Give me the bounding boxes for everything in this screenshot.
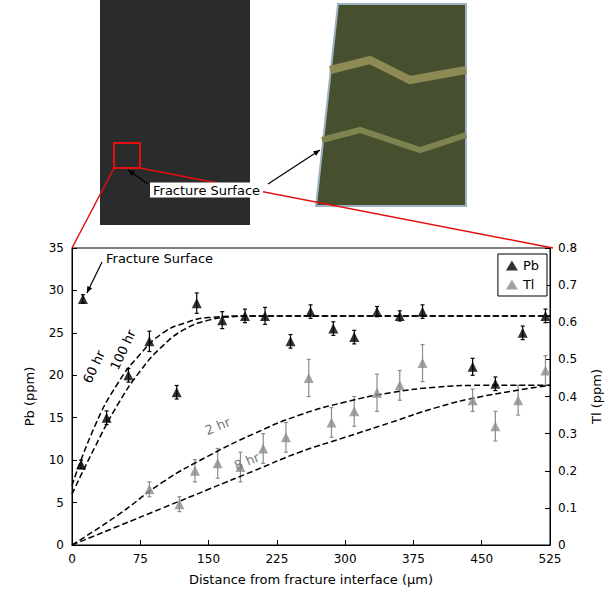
svg-text:0: 0 [558,538,566,552]
svg-text:0.3: 0.3 [558,427,577,441]
svg-text:150: 150 [197,552,220,566]
svg-text:0: 0 [68,552,76,566]
svg-text:15: 15 [49,411,64,425]
svg-text:2 hr: 2 hr [203,414,233,438]
svg-text:8 hr: 8 hr [232,449,262,473]
svg-text:0.8: 0.8 [558,241,577,255]
svg-text:60 hr: 60 hr [80,348,108,386]
svg-text:0.5: 0.5 [558,352,577,366]
svg-text:Pb: Pb [523,258,539,273]
svg-text:0.2: 0.2 [558,464,577,478]
svg-text:0.4: 0.4 [558,390,577,404]
svg-text:0: 0 [56,538,64,552]
svg-text:Tl (ppm): Tl (ppm) [589,369,604,425]
svg-text:20: 20 [49,368,64,382]
svg-text:375: 375 [402,552,425,566]
svg-text:5: 5 [56,496,64,510]
svg-text:100 hr: 100 hr [107,327,139,372]
svg-text:Pb (ppm): Pb (ppm) [22,367,37,427]
svg-text:75: 75 [133,552,148,566]
svg-text:225: 225 [265,552,288,566]
svg-text:525: 525 [539,552,562,566]
svg-text:Fracture Surface: Fracture Surface [106,251,213,266]
svg-text:300: 300 [334,552,357,566]
svg-text:0.1: 0.1 [558,501,577,515]
svg-text:450: 450 [470,552,493,566]
svg-text:25: 25 [49,326,64,340]
svg-text:35: 35 [49,241,64,255]
svg-text:0.7: 0.7 [558,278,577,292]
svg-text:Fracture Surface: Fracture Surface [153,183,260,198]
svg-text:0.6: 0.6 [558,315,577,329]
svg-text:10: 10 [49,453,64,467]
svg-text:Tl: Tl [522,277,535,292]
svg-text:30: 30 [49,283,64,297]
svg-text:Distance from fracture interfa: Distance from fracture interface (µm) [189,572,433,587]
